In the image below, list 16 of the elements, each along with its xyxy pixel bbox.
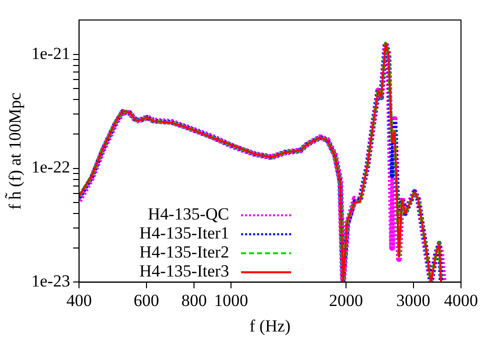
x-tick-label: 600 — [134, 290, 160, 310]
x-tick-label: 2000 — [329, 290, 364, 310]
x-axis-title: f (Hz) — [250, 316, 291, 336]
y-tick-label: 1e-22 — [31, 158, 70, 177]
legend-label: H4-135-Iter3 — [139, 262, 230, 281]
x-tick-label: 1000 — [214, 290, 248, 310]
y-tick-label: 1e-23 — [31, 272, 70, 291]
legend-label: H4-135-Iter2 — [139, 242, 230, 262]
legend-label: H4-135-Iter1 — [139, 224, 230, 243]
x-tick-label: 400 — [66, 290, 92, 310]
legend-label: H4-135-QC — [148, 204, 230, 224]
x-tick-label: 3000 — [396, 290, 430, 310]
y-tick-label: 1e-21 — [31, 44, 70, 63]
x-tick-label: 800 — [181, 290, 207, 310]
x-tick-label: 4000 — [444, 290, 478, 310]
y-axis-title: f h̃ (f) at 100Mpc — [4, 92, 25, 210]
